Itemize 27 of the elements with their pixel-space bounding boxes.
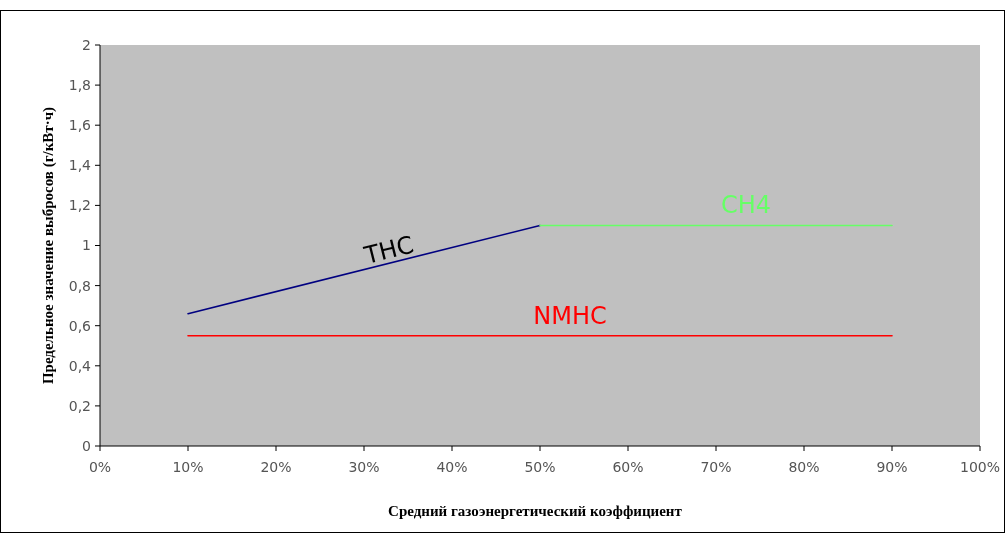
y-tick-label: 0 bbox=[82, 437, 91, 454]
y-tick-label: 1,4 bbox=[68, 157, 92, 174]
x-tick-label: 0% bbox=[88, 459, 112, 475]
text: THC bbox=[360, 230, 417, 270]
series-label: CH4 bbox=[720, 191, 772, 220]
x-axis-title: Средний газоэнергетический коэффициент bbox=[388, 503, 683, 519]
x-tick-label: 70% bbox=[700, 459, 732, 475]
y-tick-label: 1 bbox=[82, 237, 91, 254]
x-tick-label: 10% bbox=[172, 459, 204, 475]
x-tick-label: 50% bbox=[524, 459, 556, 475]
x-tick-label: 80% bbox=[788, 459, 820, 475]
y-tick-label: 0,6 bbox=[68, 317, 92, 334]
x-tick-label: 60% bbox=[612, 459, 644, 475]
x-tick-label: 30% bbox=[348, 459, 380, 475]
x-tick-label: 20% bbox=[260, 459, 292, 475]
x-tick-label: 90% bbox=[876, 459, 908, 475]
y-tick-label: 0,2 bbox=[68, 397, 91, 414]
x-tick-label: 100% bbox=[959, 459, 1001, 475]
y-tick-label: 0,8 bbox=[68, 277, 91, 294]
y-tick-label: 0,4 bbox=[68, 357, 92, 374]
y-tick-label: 1,2 bbox=[68, 197, 91, 214]
y-axis-title: Предельное значение выбросов (г/кВт·ч) bbox=[40, 106, 57, 385]
y-tick-label: 2 bbox=[82, 36, 91, 53]
y-tick-label: 1,6 bbox=[68, 117, 92, 134]
y-tick-label: 1,8 bbox=[68, 77, 91, 93]
x-tick-label: 40% bbox=[436, 459, 468, 475]
series-label: NMHC bbox=[533, 301, 607, 330]
